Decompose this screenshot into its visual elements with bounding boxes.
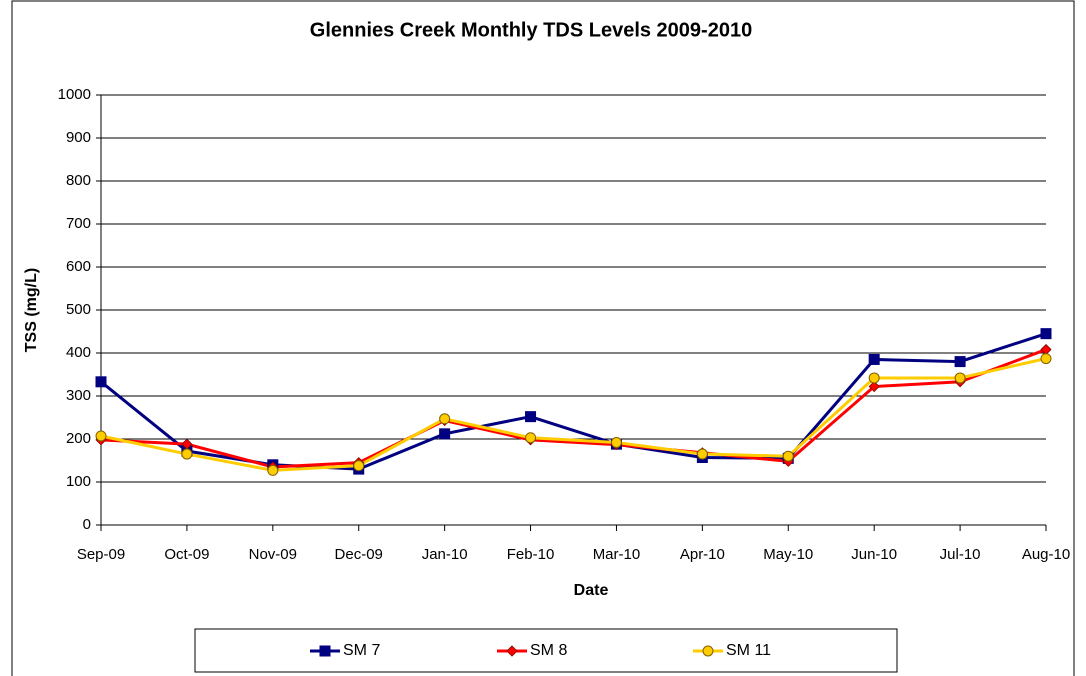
legend-marker — [506, 645, 518, 657]
x-tick-label: Nov-09 — [249, 546, 297, 563]
x-tick-label: Apr-10 — [680, 546, 725, 563]
x-tick-label: Jan-10 — [422, 546, 468, 563]
legend-label: SM 8 — [530, 642, 567, 659]
data-point — [525, 432, 537, 444]
series-line — [100, 357, 1047, 472]
data-point — [954, 372, 966, 384]
data-point — [1040, 328, 1052, 340]
y-tick-label: 100 — [66, 473, 91, 490]
data-point — [782, 450, 794, 462]
y-tick-label: 400 — [66, 344, 91, 361]
data-point — [868, 380, 880, 393]
data-point — [95, 430, 107, 442]
x-tick-label: Oct-09 — [164, 546, 209, 563]
x-tick-label: Feb-10 — [507, 546, 555, 563]
data-point — [868, 372, 880, 384]
legend-marker — [702, 645, 714, 657]
x-tick-label: Aug-10 — [1022, 546, 1070, 563]
data-point — [954, 356, 966, 368]
data-point — [439, 413, 451, 425]
y-tick-label: 300 — [66, 387, 91, 404]
data-point — [95, 376, 107, 388]
data-point — [610, 436, 622, 448]
y-axis-label: TSS (mg/L) — [23, 268, 40, 352]
y-tick-label: 800 — [66, 172, 91, 189]
legend-marker — [319, 645, 331, 657]
x-tick-label: May-10 — [763, 546, 813, 563]
series-line — [100, 348, 1047, 469]
y-tick-label: 1000 — [58, 86, 91, 103]
legend-label: SM 7 — [343, 642, 380, 659]
data-point — [525, 411, 537, 423]
chart-border — [11, 0, 1075, 676]
y-tick-label: 600 — [66, 258, 91, 275]
y-tick-label: 0 — [83, 516, 91, 533]
y-tick-label: 200 — [66, 430, 91, 447]
x-tick-label: Mar-10 — [593, 546, 641, 563]
x-tick-label: Jul-10 — [940, 546, 981, 563]
data-point — [267, 464, 279, 476]
y-tick-label: 900 — [66, 129, 91, 146]
data-point — [181, 448, 193, 460]
y-tick-label: 500 — [66, 301, 91, 318]
x-tick-label: Dec-09 — [335, 546, 383, 563]
x-axis-label: Date — [574, 582, 609, 599]
x-tick-label: Jun-10 — [851, 546, 897, 563]
data-point — [1040, 353, 1052, 365]
legend-label: SM 11 — [726, 642, 771, 659]
data-point — [696, 448, 708, 460]
x-tick-label: Sep-09 — [77, 546, 125, 563]
data-point — [353, 460, 365, 472]
data-point — [439, 428, 451, 440]
data-point — [868, 353, 880, 365]
chart-title: Glennies Creek Monthly TDS Levels 2009-2… — [310, 19, 752, 41]
y-tick-label: 700 — [66, 215, 91, 232]
